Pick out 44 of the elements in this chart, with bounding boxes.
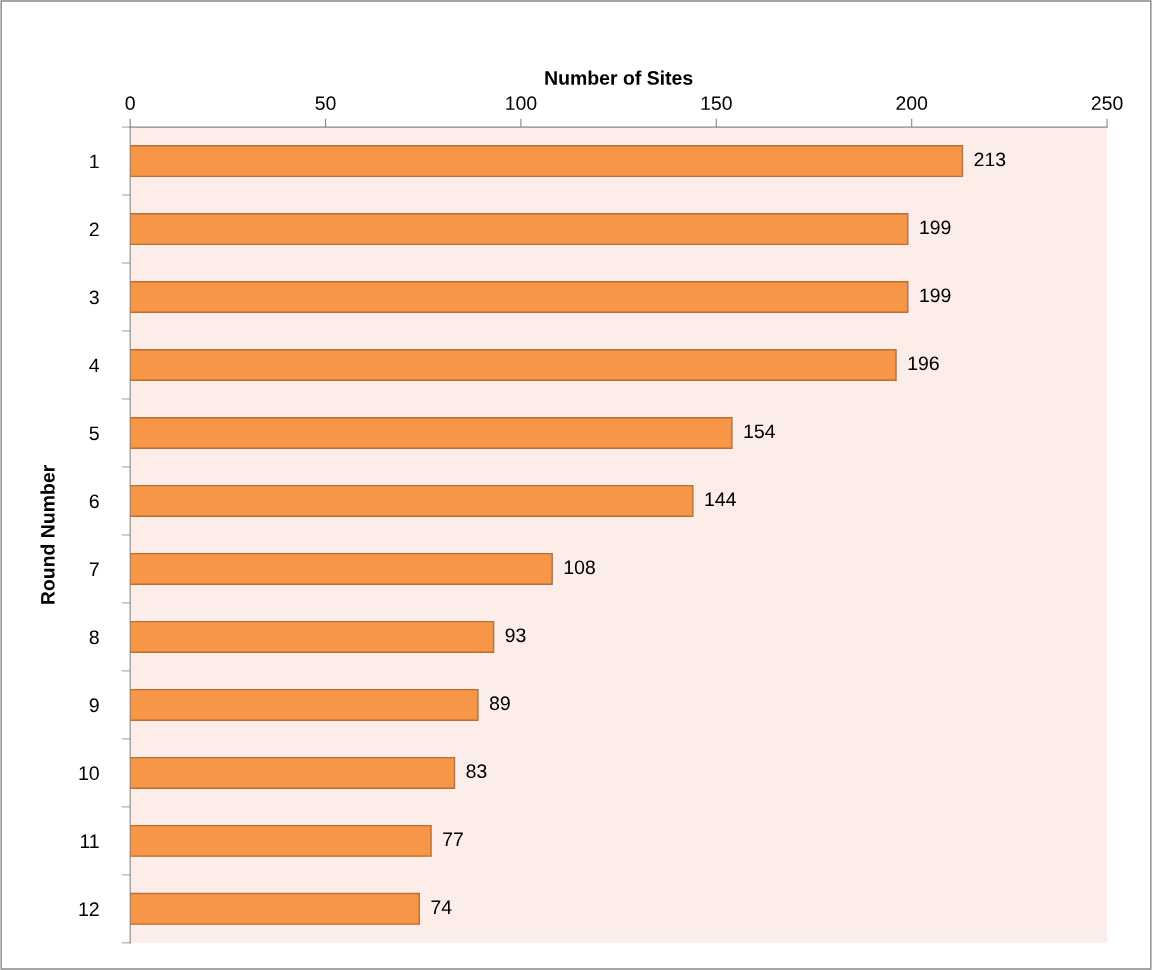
x-axis-title: Number of Sites — [545, 70, 693, 85]
data-label: 89 — [489, 696, 510, 711]
x-tick-label: 250 — [1091, 96, 1123, 111]
x-tick-label: 150 — [701, 96, 732, 111]
x-tick-label: 50 — [315, 96, 336, 111]
bar — [130, 349, 897, 381]
bar — [130, 416, 733, 449]
data-label: 83 — [466, 764, 487, 779]
y-tick-label: 10 — [79, 766, 99, 781]
bar — [130, 484, 694, 517]
y-tick-label: 9 — [89, 698, 99, 713]
data-label: 74 — [431, 900, 452, 914]
bar — [130, 620, 495, 653]
bar — [130, 213, 909, 246]
x-tick-label: 0 — [125, 96, 135, 111]
y-tick-label: 11 — [80, 834, 99, 848]
bar — [130, 281, 909, 314]
y-tick-label: 12 — [79, 902, 99, 916]
bar — [130, 824, 432, 857]
bar — [130, 688, 479, 721]
y-tick-label: 7 — [89, 562, 99, 576]
y-tick-label: 6 — [89, 494, 99, 509]
data-label: 213 — [974, 152, 1006, 167]
y-tick-label: 4 — [89, 358, 100, 373]
data-label: 199 — [920, 220, 951, 235]
bar — [130, 552, 553, 585]
data-label: 196 — [908, 356, 939, 371]
x-tick-label: 100 — [506, 96, 537, 111]
bar — [130, 892, 421, 925]
data-label: 93 — [505, 628, 526, 643]
y-tick-label: 2 — [89, 222, 99, 237]
data-label: 154 — [744, 424, 775, 439]
data-label: 199 — [920, 288, 951, 303]
data-label: 108 — [564, 560, 595, 575]
data-label: 77 — [443, 832, 463, 846]
y-axis-title: Round Number — [40, 465, 55, 604]
data-label: 144 — [705, 492, 736, 506]
y-tick-label: 5 — [89, 426, 99, 441]
y-tick-label: 1 — [90, 154, 99, 169]
y-tick-label: 3 — [89, 290, 99, 305]
bar — [130, 756, 456, 789]
y-tick-label: 8 — [89, 630, 99, 645]
bar — [130, 145, 964, 178]
x-tick-label: 200 — [896, 96, 928, 111]
